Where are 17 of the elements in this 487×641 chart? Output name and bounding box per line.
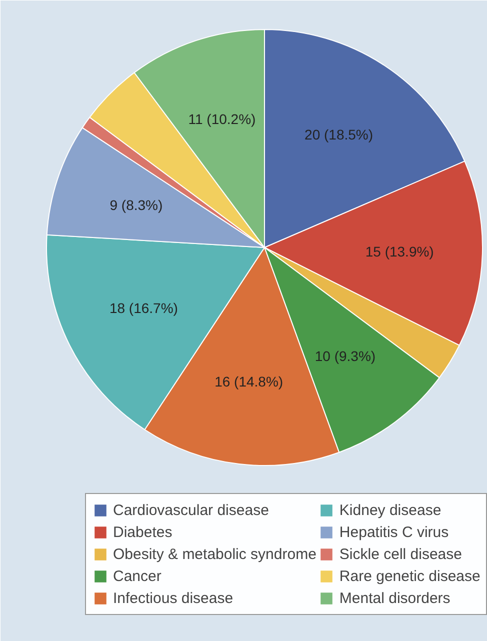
data-label: 18 (16.7%) <box>109 300 178 316</box>
legend-label: Mental disorders <box>339 588 450 608</box>
data-label: 16 (14.8%) <box>214 374 284 390</box>
legend-label: Obesity & metabolic syndrome <box>113 544 316 564</box>
data-label: 10 (9.3%) <box>314 348 376 364</box>
legend-label: Kidney disease <box>339 500 442 520</box>
legend-label: Cardiovascular disease <box>113 500 269 520</box>
data-label: 9 (8.3%) <box>110 196 163 213</box>
legend-label: Rare genetic disease <box>339 566 480 586</box>
legend-label: Diabetes <box>113 522 172 542</box>
data-label: 20 (18.5%) <box>304 126 374 143</box>
legend-label: Sickle cell disease <box>339 544 462 564</box>
legend-label: Hepatitis C virus <box>339 522 449 542</box>
data-label: 15 (13.9%) <box>365 243 434 260</box>
legend-label: Cancer <box>113 566 162 586</box>
data-label: 11 (10.2%) <box>188 111 256 128</box>
legend-label: Infectious disease <box>113 588 234 608</box>
